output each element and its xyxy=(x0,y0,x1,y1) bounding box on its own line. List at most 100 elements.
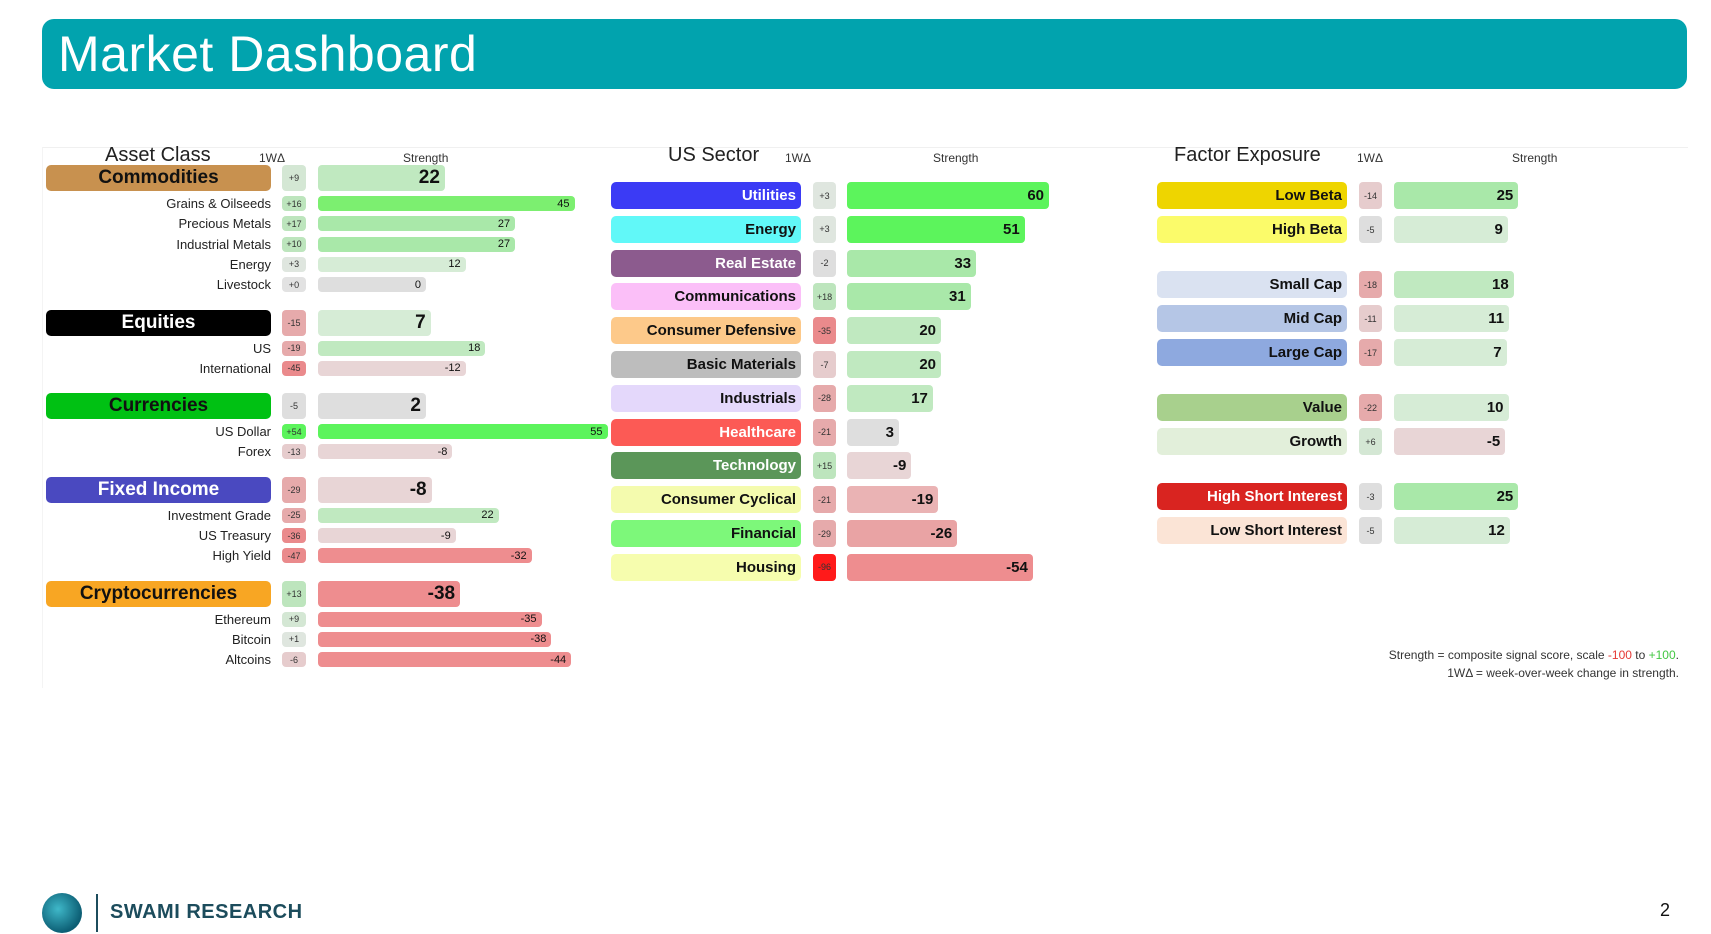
sector-delta-energy: +3 xyxy=(813,215,836,243)
asset-item-row-industrial-metals: Industrial Metals +10 27 xyxy=(43,236,543,252)
asset-item-strength-livestock: 0 xyxy=(318,277,426,293)
us-sector-strength-header: Strength xyxy=(933,151,979,165)
asset-item-delta-high-yield: -47 xyxy=(282,548,306,564)
asset-item-delta-ethereum: +9 xyxy=(282,611,306,627)
sector-delta-basic-materials: -7 xyxy=(813,351,836,378)
factor-exposure-title: Factor Exposure xyxy=(1174,144,1321,166)
sector-label-communications: Communications xyxy=(611,283,801,311)
asset-item-row-precious-metals: Precious Metals +17 27 xyxy=(43,216,543,232)
sector-label-basic-materials: Basic Materials xyxy=(611,351,801,378)
factor-row-growth: Growth +6 -5 xyxy=(1157,428,1687,455)
asset-item-delta-international: -45 xyxy=(282,360,306,376)
asset-item-delta-forex: -13 xyxy=(282,444,306,460)
footer-divider xyxy=(96,894,98,932)
asset-item-label-grains-and-oilseeds: Grains & Oilseeds xyxy=(166,196,271,211)
asset-item-strength-industrial-metals: 27 xyxy=(318,236,516,252)
sector-delta-consumer-cyclical: -21 xyxy=(813,486,836,514)
asset-group-row-equities: Equities -15 7 xyxy=(43,309,543,336)
factor-exposure-panel: Factor Exposure 1WΔ Strength Low Beta -14… xyxy=(1157,144,1687,688)
sector-strength-consumer-cyclical: -19 xyxy=(847,486,939,514)
sector-row-healthcare: Healthcare -21 3 xyxy=(611,418,1041,446)
factor-delta-low-short-interest: -5 xyxy=(1359,517,1382,544)
asset-item-strength-precious-metals: 27 xyxy=(318,216,516,232)
factor-label-low-beta: Low Beta xyxy=(1157,182,1347,209)
factor-strength-large-cap: 7 xyxy=(1394,339,1507,366)
sector-row-utilities: Utilities +3 60 xyxy=(611,182,1049,209)
factor-label-small-cap: Small Cap xyxy=(1157,271,1347,298)
asset-group-strength-currencies: 2 xyxy=(318,393,426,420)
asset-group-row-currencies: Currencies -5 2 xyxy=(43,393,543,420)
asset-item-strength-ethereum: -35 xyxy=(318,611,542,627)
asset-class-title: Asset Class xyxy=(105,144,211,166)
sector-strength-communications: 31 xyxy=(847,283,971,311)
factor-label-growth: Growth xyxy=(1157,428,1347,455)
factor-strength-value: 10 xyxy=(1394,394,1509,421)
delta-note: 1WΔ = week-over-week change in strength. xyxy=(1447,666,1679,680)
asset-item-row-bitcoin: Bitcoin +1 -38 xyxy=(43,631,552,647)
factor-exposure-delta-header: 1WΔ xyxy=(1357,151,1384,165)
us-sector-panel: US Sector 1WΔ Strength Utilities +3 60 Ener… xyxy=(611,144,1049,688)
asset-group-delta-commodities: +9 xyxy=(282,165,306,191)
factor-delta-growth: +6 xyxy=(1359,428,1382,455)
asset-class-strength-header: Strength xyxy=(403,151,449,165)
asset-group-delta-fixed-income: -29 xyxy=(282,476,306,503)
asset-item-delta-investment-grade: -25 xyxy=(282,507,306,523)
asset-item-delta-us: -19 xyxy=(282,340,306,356)
factor-label-high-beta: High Beta xyxy=(1157,216,1347,243)
title-banner: Market Dashboard xyxy=(42,19,1687,89)
asset-item-strength-energy: 12 xyxy=(318,256,466,272)
sector-delta-financial: -29 xyxy=(813,520,836,547)
sector-label-utilities: Utilities xyxy=(611,182,801,209)
factor-strength-low-beta: 25 xyxy=(1394,182,1519,209)
strength-note-suffix: . xyxy=(1675,648,1679,662)
asset-item-delta-altcoins: -6 xyxy=(282,652,306,668)
asset-item-row-us-treasury: US Treasury -36 -9 xyxy=(43,528,543,543)
factor-delta-high-short-interest: -3 xyxy=(1359,483,1382,510)
asset-group-label-currencies: Currencies xyxy=(46,393,271,420)
asset-group-label-commodities: Commodities xyxy=(46,165,271,191)
asset-group-label-cryptocurrencies: Cryptocurrencies xyxy=(46,580,271,607)
asset-item-row-ethereum: Ethereum +9 -35 xyxy=(43,611,543,627)
sector-row-consumer-defensive: Consumer Defensive -35 20 xyxy=(611,317,1041,345)
strength-note-to: to xyxy=(1631,648,1649,662)
factor-strength-high-short-interest: 25 xyxy=(1394,483,1519,510)
sector-label-technology: Technology xyxy=(611,452,801,480)
asset-item-row-high-yield: High Yield -47 -32 xyxy=(43,548,543,564)
asset-item-row-forex: Forex -13 -8 xyxy=(43,444,543,460)
asset-group-label-equities: Equities xyxy=(46,309,271,336)
factor-delta-small-cap: -18 xyxy=(1359,271,1382,298)
footer-brand: SWAMI RESEARCH xyxy=(110,901,303,923)
asset-group-strength-equities: 7 xyxy=(318,309,431,336)
asset-item-label-industrial-metals: Industrial Metals xyxy=(176,236,271,252)
factor-label-value: Value xyxy=(1157,394,1347,421)
sector-strength-industrials: 17 xyxy=(847,384,933,412)
sector-label-financial: Financial xyxy=(611,520,801,547)
factor-row-value: Value -22 10 xyxy=(1157,394,1687,421)
sector-strength-utilities: 60 xyxy=(847,182,1049,209)
asset-item-delta-us-dollar: +54 xyxy=(282,424,306,440)
sector-row-financial: Financial -29 -26 xyxy=(611,520,1041,547)
asset-group-strength-fixed-income: -8 xyxy=(318,476,432,503)
asset-item-delta-grains-and-oilseeds: +16 xyxy=(282,196,306,211)
sector-row-industrials: Industrials -28 17 xyxy=(611,384,1041,412)
us-sector-delta-header: 1WΔ xyxy=(785,151,812,165)
factor-delta-large-cap: -17 xyxy=(1359,339,1382,366)
factor-strength-low-short-interest: 12 xyxy=(1394,517,1510,544)
factor-row-large-cap: Large Cap -17 7 xyxy=(1157,339,1687,366)
asset-group-row-fixed-income: Fixed Income -29 -8 xyxy=(43,476,543,503)
factor-strength-small-cap: 18 xyxy=(1394,271,1514,298)
sector-label-housing: Housing xyxy=(611,553,801,581)
sector-delta-housing: -96 xyxy=(813,553,836,581)
asset-item-delta-livestock: +0 xyxy=(282,277,306,293)
page-title: Market Dashboard xyxy=(58,26,478,82)
strength-note-max: +100 xyxy=(1648,648,1676,662)
asset-item-label-us-dollar: US Dollar xyxy=(215,424,271,440)
asset-item-delta-us-treasury: -36 xyxy=(282,528,306,543)
sector-row-technology: Technology +15 -9 xyxy=(611,452,1041,480)
factor-row-mid-cap: Mid Cap -11 11 xyxy=(1157,305,1687,332)
sector-strength-basic-materials: 20 xyxy=(847,351,941,378)
factor-strength-mid-cap: 11 xyxy=(1394,305,1510,332)
asset-item-label-altcoins: Altcoins xyxy=(225,652,271,668)
asset-item-strength-forex: -8 xyxy=(318,444,453,460)
factor-strength-high-beta: 9 xyxy=(1394,216,1508,243)
